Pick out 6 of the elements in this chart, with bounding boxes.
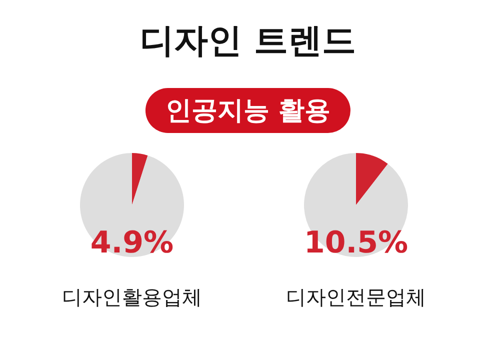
text: 디자인전문업체 [286, 285, 426, 309]
chart-title: 디자인 트렌드 [139, 20, 357, 63]
text: 인공지능 활용 [145, 88, 351, 133]
text: 디자인활용업체 [62, 285, 202, 309]
text: 4.9% [90, 226, 174, 260]
text: 10.5% [304, 226, 408, 260]
